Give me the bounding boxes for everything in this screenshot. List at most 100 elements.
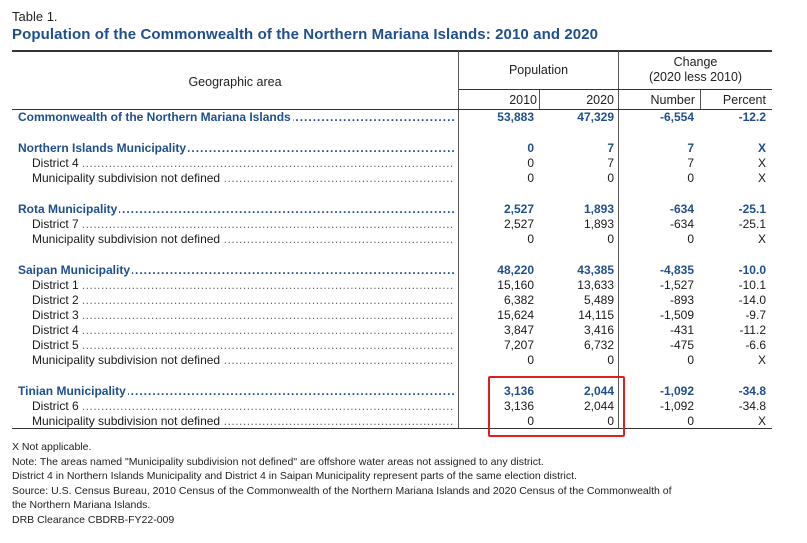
- row-name: ........................................…: [32, 353, 458, 368]
- table-row: ........................................…: [12, 308, 772, 323]
- value-change-number: -475: [669, 338, 694, 352]
- value-change-number: -634: [669, 202, 694, 216]
- value-change-number: -1,527: [659, 278, 694, 292]
- value-change-percent: -12.2: [738, 110, 766, 124]
- row-label: District 5: [32, 338, 81, 352]
- value-change-percent: -10.1: [738, 278, 766, 292]
- table-row: ........................................…: [12, 278, 772, 293]
- row-name: ........................................…: [32, 171, 458, 186]
- header-population: Population: [508, 63, 569, 77]
- value-change-number: -1,092: [659, 399, 694, 413]
- value-2020: 0: [607, 414, 614, 428]
- table-row: ........................................…: [12, 171, 772, 186]
- row-name: ........................................…: [18, 202, 458, 217]
- value-change-percent: X: [757, 171, 766, 185]
- header-inner-rule: [459, 89, 772, 90]
- value-change-number: 7: [687, 141, 694, 155]
- row-label: District 1: [32, 278, 81, 292]
- value-change-number: -1,509: [659, 308, 694, 322]
- row-label: District 4: [32, 156, 81, 170]
- value-2010: 53,883: [497, 110, 534, 124]
- header-change-subtitle: (2020 less 2010): [648, 70, 743, 84]
- value-2020: 0: [607, 171, 614, 185]
- leader-dots: ........................................…: [32, 308, 454, 322]
- header-divider: [458, 51, 459, 109]
- table-row: ........................................…: [12, 338, 772, 353]
- row-label: Municipality subdivision not defined: [32, 414, 223, 428]
- note-line: the Northern Mariana Islands.: [12, 499, 151, 511]
- value-change-percent: -6.6: [745, 338, 766, 352]
- value-2020: 2,044: [583, 399, 614, 413]
- row-label: Northern Islands Municipality: [18, 141, 189, 155]
- value-2020: 7: [607, 156, 614, 170]
- header-number: Number: [650, 93, 695, 107]
- value-change-percent: -9.7: [745, 308, 766, 322]
- value-2020: 14,115: [578, 308, 614, 322]
- header-geographic-area: Geographic area: [188, 75, 282, 89]
- top-rule: [12, 50, 772, 52]
- table-row: ........................................…: [12, 141, 772, 156]
- note-line: Source: U.S. Census Bureau, 2010 Census …: [12, 484, 672, 497]
- table-row: ........................................…: [12, 156, 772, 171]
- table-notes: X Not applicable. Note: The areas named …: [12, 440, 797, 527]
- value-2020: 7: [607, 141, 614, 155]
- value-change-percent: X: [757, 414, 766, 428]
- value-2020: 0: [607, 353, 614, 367]
- table-row: ........................................…: [12, 293, 772, 308]
- row-name: ........................................…: [18, 263, 458, 278]
- value-change-percent: -25.1: [738, 217, 766, 231]
- value-2020: 2,044: [583, 384, 614, 398]
- header-change: Change: [673, 55, 718, 69]
- value-2020: 6,732: [583, 338, 614, 352]
- value-change-number: -4,835: [659, 263, 694, 277]
- row-label: District 7: [32, 217, 81, 231]
- row-name: ........................................…: [32, 308, 458, 323]
- leader-dots: ........................................…: [32, 156, 454, 170]
- header-2020: 2020: [586, 93, 614, 107]
- row-name: ........................................…: [18, 110, 458, 125]
- value-2010: 15,624: [497, 308, 534, 322]
- header-divider: [700, 90, 701, 109]
- table-label: Table 1.: [12, 9, 58, 24]
- value-2010: 0: [527, 232, 534, 246]
- note-line: DRB Clearance CBDRB-FY22-009: [12, 513, 175, 526]
- row-label: District 6: [32, 399, 81, 413]
- value-2010: 2,527: [503, 202, 534, 216]
- value-change-number: 7: [687, 156, 694, 170]
- value-2020: 1,893: [583, 217, 614, 231]
- header-divider: [539, 90, 540, 109]
- table-row: ........................................…: [12, 353, 772, 368]
- table-row: ........................................…: [12, 414, 772, 429]
- row-name: ........................................…: [32, 217, 458, 232]
- value-2010: 0: [527, 156, 534, 170]
- row-label: Tinian Municipality: [18, 384, 128, 398]
- table-row: ........................................…: [12, 217, 772, 232]
- leader-dots: ........................................…: [32, 278, 454, 292]
- value-change-number: -6,554: [659, 110, 694, 124]
- value-2020: 13,633: [577, 278, 614, 292]
- value-change-number: -1,092: [659, 384, 694, 398]
- leader-dots: ........................................…: [32, 323, 454, 337]
- row-label: District 3: [32, 308, 81, 322]
- row-name: ........................................…: [32, 323, 458, 338]
- leader-dots: ........................................…: [18, 202, 454, 216]
- value-change-percent: -11.2: [739, 323, 766, 337]
- value-2010: 7,207: [503, 338, 534, 352]
- row-name: ........................................…: [32, 399, 458, 414]
- table-row: ........................................…: [12, 202, 772, 217]
- value-2010: 48,220: [497, 263, 534, 277]
- leader-dots: ........................................…: [32, 293, 454, 307]
- row-label: Saipan Municipality: [18, 263, 133, 277]
- leader-dots: ........................................…: [32, 399, 454, 413]
- value-2010: 3,136: [503, 384, 534, 398]
- note-line: Note: The areas named "Municipality subd…: [12, 455, 544, 468]
- body-divider: [618, 110, 619, 428]
- table-row: ........................................…: [12, 384, 772, 399]
- value-change-number: 0: [687, 232, 694, 246]
- row-name: ........................................…: [32, 278, 458, 293]
- row-name: ........................................…: [32, 414, 458, 429]
- highlight-box: [488, 376, 625, 437]
- value-change-percent: -34.8: [738, 399, 766, 413]
- value-change-percent: -10.0: [738, 263, 766, 277]
- value-2020: 0: [607, 232, 614, 246]
